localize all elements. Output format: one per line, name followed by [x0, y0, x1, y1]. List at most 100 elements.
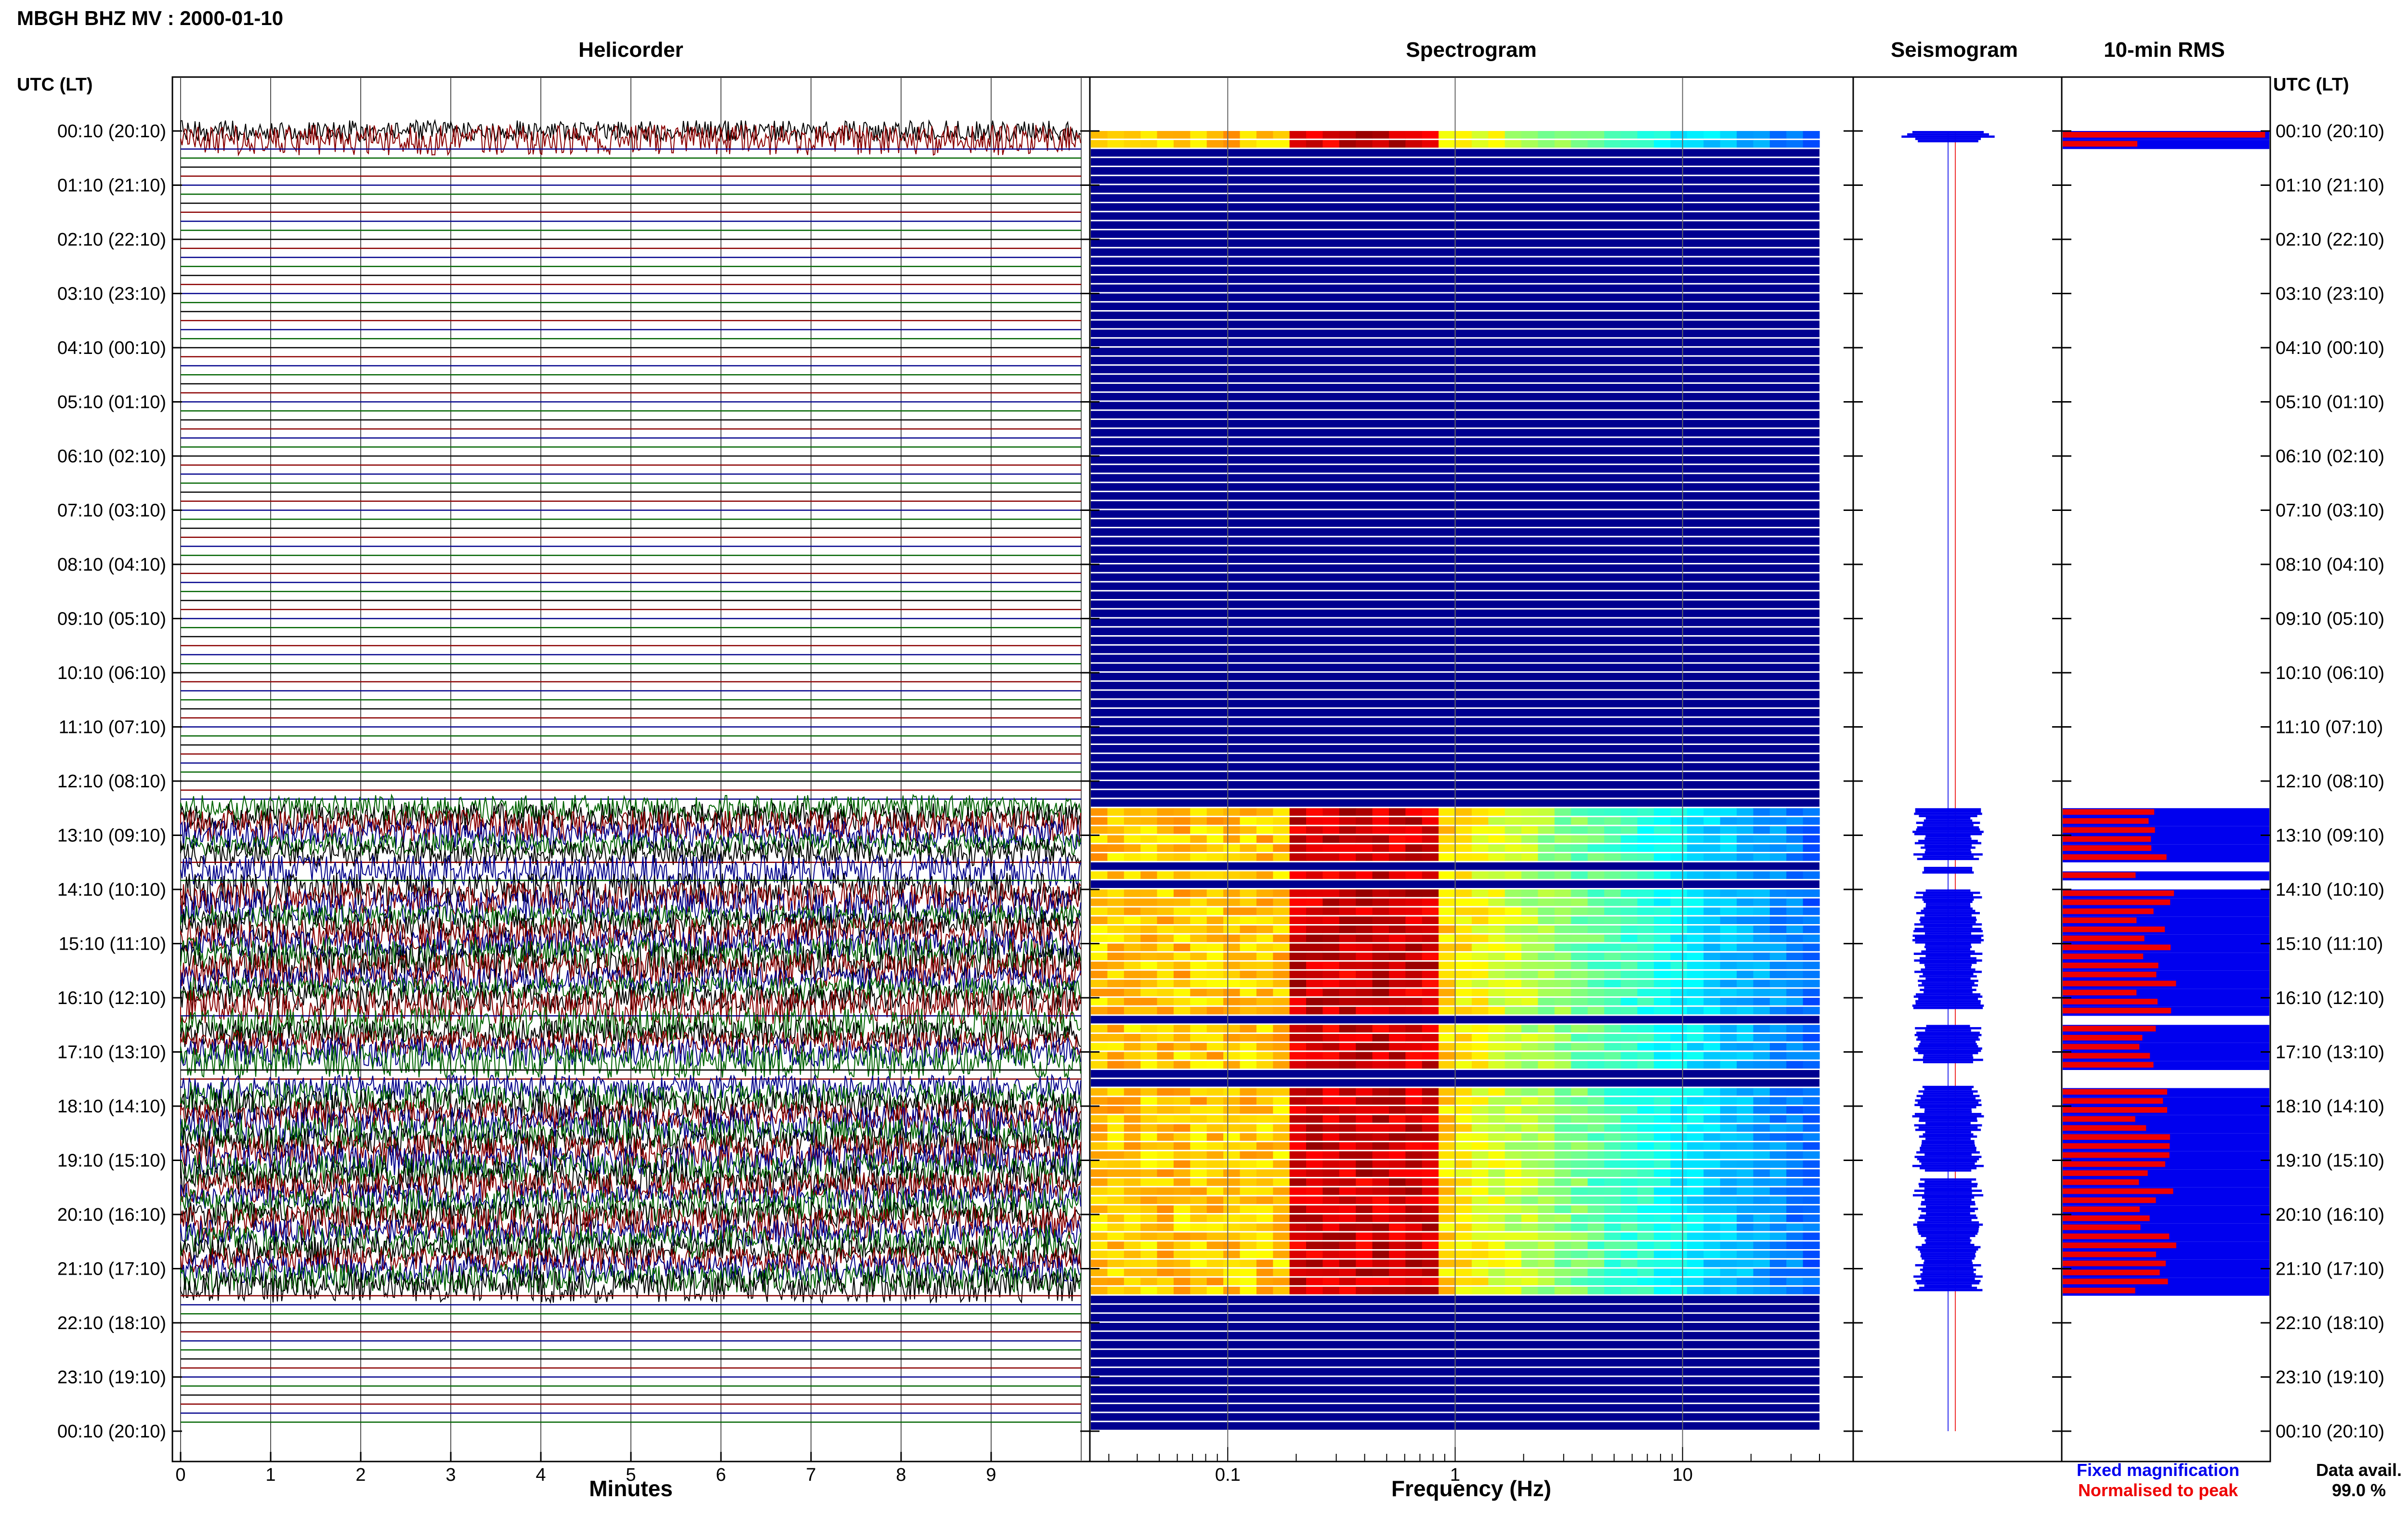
spectrogram-cell [1455, 943, 1472, 952]
spectrogram-cell [1206, 962, 1224, 969]
spectrogram-cell [1356, 953, 1373, 960]
spectrogram-cell [1223, 844, 1241, 852]
spectrogram-cell [1356, 835, 1373, 843]
spectrogram-cell [1306, 1043, 1323, 1051]
spectrogram-cell [1124, 1278, 1141, 1285]
spectrogram-cell [1356, 1196, 1373, 1204]
spectrogram-cell [1256, 898, 1273, 906]
spectrogram-cell [1173, 1241, 1191, 1249]
spectrogram-cell [1587, 889, 1605, 897]
spectrogram-cell [1471, 1115, 1489, 1123]
spectrogram-cell [1289, 1223, 1307, 1231]
spectrogram-cell [1322, 1169, 1340, 1177]
spectrogram-cell [1786, 953, 1804, 960]
seismogram-block [1924, 1153, 1972, 1156]
spectrogram-cell [1124, 1052, 1141, 1060]
spectrogram-cell [1803, 998, 1820, 1005]
seismogram-block [1914, 1124, 1982, 1127]
spectrogram-cell [1604, 1142, 1621, 1150]
spectrogram-cell [1571, 1133, 1588, 1141]
spectrogram-cell [1306, 1052, 1323, 1060]
rms-normalised-bar [2063, 1107, 2167, 1113]
seismogram-block [1919, 975, 1977, 978]
seismogram-block [1915, 1246, 1981, 1249]
rms-normalised-bar [2063, 908, 2154, 914]
spectrogram-cell [1273, 1187, 1290, 1195]
spectrogram-cell [1173, 1006, 1191, 1015]
spectrogram-cell [1240, 1043, 1257, 1051]
spectrogram-cell [1587, 1061, 1605, 1069]
spectrogram-cell [1687, 1034, 1704, 1042]
spectrogram-cell [1786, 907, 1804, 915]
spectrogram-cell [1521, 1088, 1538, 1096]
spectrogram-cell [1769, 1196, 1787, 1204]
spectrogram-cell [1206, 1006, 1224, 1015]
spectrogram-cell [1670, 898, 1688, 906]
spectrogram-cell [1488, 817, 1505, 825]
spectrogram-cell [1339, 1268, 1356, 1277]
time-label-left: 08:10 (04:10) [57, 555, 166, 575]
spectrogram-cell [1405, 131, 1423, 139]
spectrogram-cell [1173, 1251, 1191, 1258]
seismogram-block [1919, 1117, 1977, 1120]
spectrogram-cell [1422, 817, 1439, 825]
spectrogram-cell [1587, 140, 1605, 148]
spectrogram-cell [1769, 907, 1787, 915]
rms-normalised-bar [2063, 1098, 2163, 1104]
spectrogram-cell [1389, 989, 1406, 996]
spectrogram-cell [1389, 1034, 1406, 1042]
spectrogram-cell [1687, 1097, 1704, 1105]
seismogram-block [1920, 1251, 1976, 1253]
spectrogram-cell [1720, 1259, 1737, 1267]
spectrogram-cell [1571, 1006, 1588, 1015]
spectrogram-cell [1488, 826, 1505, 834]
spectrogram-cell [1405, 1142, 1423, 1150]
spectrogram-cell [1306, 826, 1323, 834]
spectrogram-cell [1223, 1034, 1241, 1042]
spectrogram-cell [1654, 1241, 1671, 1249]
spectrogram-cell [1223, 871, 1241, 879]
spectrogram-cell [1753, 1287, 1770, 1294]
spectrogram-cell [1488, 131, 1505, 139]
spectrogram-cell [1107, 1214, 1125, 1222]
spectrogram-cell [1422, 1160, 1439, 1168]
spectrogram-cell [1654, 1214, 1671, 1222]
spectrogram-cell [1405, 1278, 1423, 1285]
spectrogram-cell [1273, 1006, 1290, 1015]
seismogram-block [1917, 1036, 1979, 1039]
spectrogram-cell [1737, 1142, 1754, 1150]
spectrogram-cell [1737, 970, 1754, 979]
spectrogram-cell [1256, 817, 1273, 825]
spectrogram-cell [1422, 916, 1439, 924]
spectrogram-cell [1091, 1097, 1108, 1105]
spectrogram-cell [1422, 1205, 1439, 1213]
spectrogram-cell [1471, 1160, 1489, 1168]
spectrogram-cell [1769, 1043, 1787, 1051]
spectrogram-cell [1753, 140, 1770, 148]
spectrogram-cell [1621, 998, 1638, 1005]
seismogram-block [1924, 837, 1972, 840]
spectrogram-cell [1091, 1124, 1108, 1132]
spectrogram-cell [1488, 1052, 1505, 1060]
spectrogram-cell [1687, 979, 1704, 988]
minute-tick-label: 4 [536, 1465, 546, 1485]
spectrogram-cell [1306, 1223, 1323, 1231]
spectrogram-cell [1654, 1115, 1671, 1123]
spectrogram-cell [1587, 1196, 1605, 1204]
spectrogram-cell [1720, 1142, 1737, 1150]
spectrogram-cell [1571, 1151, 1588, 1159]
spectrogram-cell [1587, 835, 1605, 843]
spectrogram-cell [1769, 962, 1787, 969]
spectrogram-cell [1190, 140, 1207, 148]
spectrogram-cell [1786, 835, 1804, 843]
spectrogram-cell [1769, 1115, 1787, 1123]
spectrogram-cell [1190, 1251, 1207, 1258]
spectrogram-cell [1455, 1124, 1472, 1132]
frequency-axis-label: Frequency (Hz) [1391, 1476, 1551, 1501]
helicorder-trace [180, 1171, 1081, 1204]
spectrogram-cell [1786, 817, 1804, 825]
spectrogram-cell [1240, 1106, 1257, 1114]
spectrogram-cell [1654, 1287, 1671, 1294]
spectrogram-cell [1206, 979, 1224, 988]
spectrogram-cell [1157, 1287, 1174, 1294]
